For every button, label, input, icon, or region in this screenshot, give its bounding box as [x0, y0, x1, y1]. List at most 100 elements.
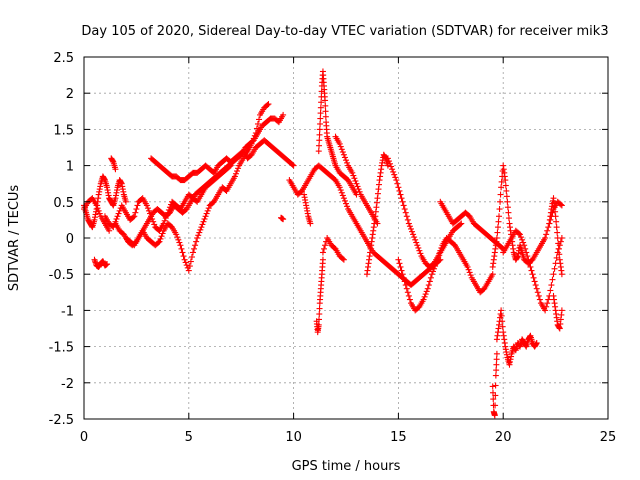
data-point	[396, 187, 403, 194]
y-tick-label: -1.5	[49, 341, 74, 356]
data-point	[520, 239, 527, 246]
data-point	[340, 195, 347, 202]
data-point	[492, 402, 499, 409]
data-point	[466, 269, 473, 276]
data-point	[384, 155, 391, 162]
data-points	[81, 68, 565, 419]
data-point	[122, 198, 129, 205]
data-point	[524, 253, 531, 260]
data-point	[338, 146, 345, 153]
data-point	[402, 282, 409, 289]
data-point	[497, 198, 504, 205]
data-point	[499, 318, 506, 325]
data-point	[336, 140, 343, 147]
data-point	[235, 165, 242, 172]
data-point	[505, 215, 512, 222]
data-point	[114, 213, 121, 220]
data-point	[436, 252, 443, 259]
data-point	[322, 102, 329, 109]
data-point	[155, 239, 162, 246]
data-point	[180, 253, 187, 260]
data-point	[427, 274, 434, 281]
x-tick-label: 20	[495, 430, 512, 445]
series-track-j	[286, 162, 444, 289]
data-point	[95, 207, 102, 214]
data-point	[322, 108, 329, 115]
data-point	[493, 350, 500, 357]
data-point	[173, 231, 180, 238]
data-point	[433, 260, 440, 267]
data-point	[530, 274, 537, 281]
data-point	[529, 271, 536, 278]
data-point	[159, 230, 166, 237]
data-point	[322, 242, 329, 249]
data-point	[280, 111, 287, 118]
data-point	[355, 186, 362, 193]
data-point	[434, 257, 441, 264]
data-point	[353, 180, 360, 187]
data-point	[411, 234, 418, 241]
series-track-f	[122, 101, 272, 274]
data-point	[315, 321, 322, 328]
data-point	[426, 278, 433, 285]
data-point	[187, 258, 194, 265]
data-point	[554, 235, 561, 241]
data-point	[399, 198, 406, 205]
data-point	[203, 210, 210, 217]
y-tick-label: 0	[66, 232, 74, 247]
data-point	[390, 168, 397, 175]
data-point	[489, 383, 496, 390]
data-point	[150, 218, 157, 225]
data-point	[143, 202, 150, 209]
data-point	[199, 221, 206, 228]
x-tick-label: 0	[80, 430, 88, 445]
data-point	[192, 242, 199, 249]
data-point	[502, 182, 509, 189]
data-point	[336, 184, 343, 191]
data-point	[322, 113, 329, 120]
data-point	[548, 282, 555, 289]
data-point	[354, 183, 361, 190]
plot-frame	[83, 56, 609, 420]
series-track-x	[546, 195, 565, 278]
data-point	[231, 173, 238, 180]
data-point	[343, 157, 349, 164]
y-tick-label: 1	[66, 160, 74, 175]
data-point	[116, 207, 123, 214]
data-point	[254, 120, 261, 127]
data-point	[396, 260, 403, 267]
data-point	[550, 271, 557, 278]
data-point	[157, 235, 164, 242]
data-point	[316, 311, 323, 318]
data-point	[464, 263, 471, 270]
data-point	[398, 267, 405, 274]
data-point	[264, 101, 271, 108]
data-point	[110, 224, 117, 231]
series-track-g	[148, 137, 297, 184]
data-point	[337, 143, 344, 150]
data-point	[554, 229, 561, 236]
data-point	[201, 215, 208, 222]
series-track-q	[384, 155, 496, 296]
data-point	[543, 231, 550, 238]
series-track-w	[500, 227, 565, 314]
data-point	[204, 207, 211, 214]
data-point	[531, 278, 538, 285]
data-point	[249, 138, 256, 145]
data-point	[491, 412, 498, 419]
data-point	[544, 227, 551, 234]
data-point	[148, 213, 155, 220]
data-point	[316, 305, 323, 312]
data-point	[195, 232, 202, 239]
series-track-d	[108, 155, 119, 173]
data-point	[496, 213, 503, 220]
data-point	[320, 245, 327, 252]
data-point	[498, 178, 505, 185]
data-point	[397, 191, 404, 198]
data-point	[226, 163, 233, 170]
data-point	[492, 372, 499, 379]
data-point	[351, 175, 358, 182]
data-point	[316, 126, 323, 133]
data-point	[516, 231, 523, 238]
data-point	[307, 220, 314, 227]
